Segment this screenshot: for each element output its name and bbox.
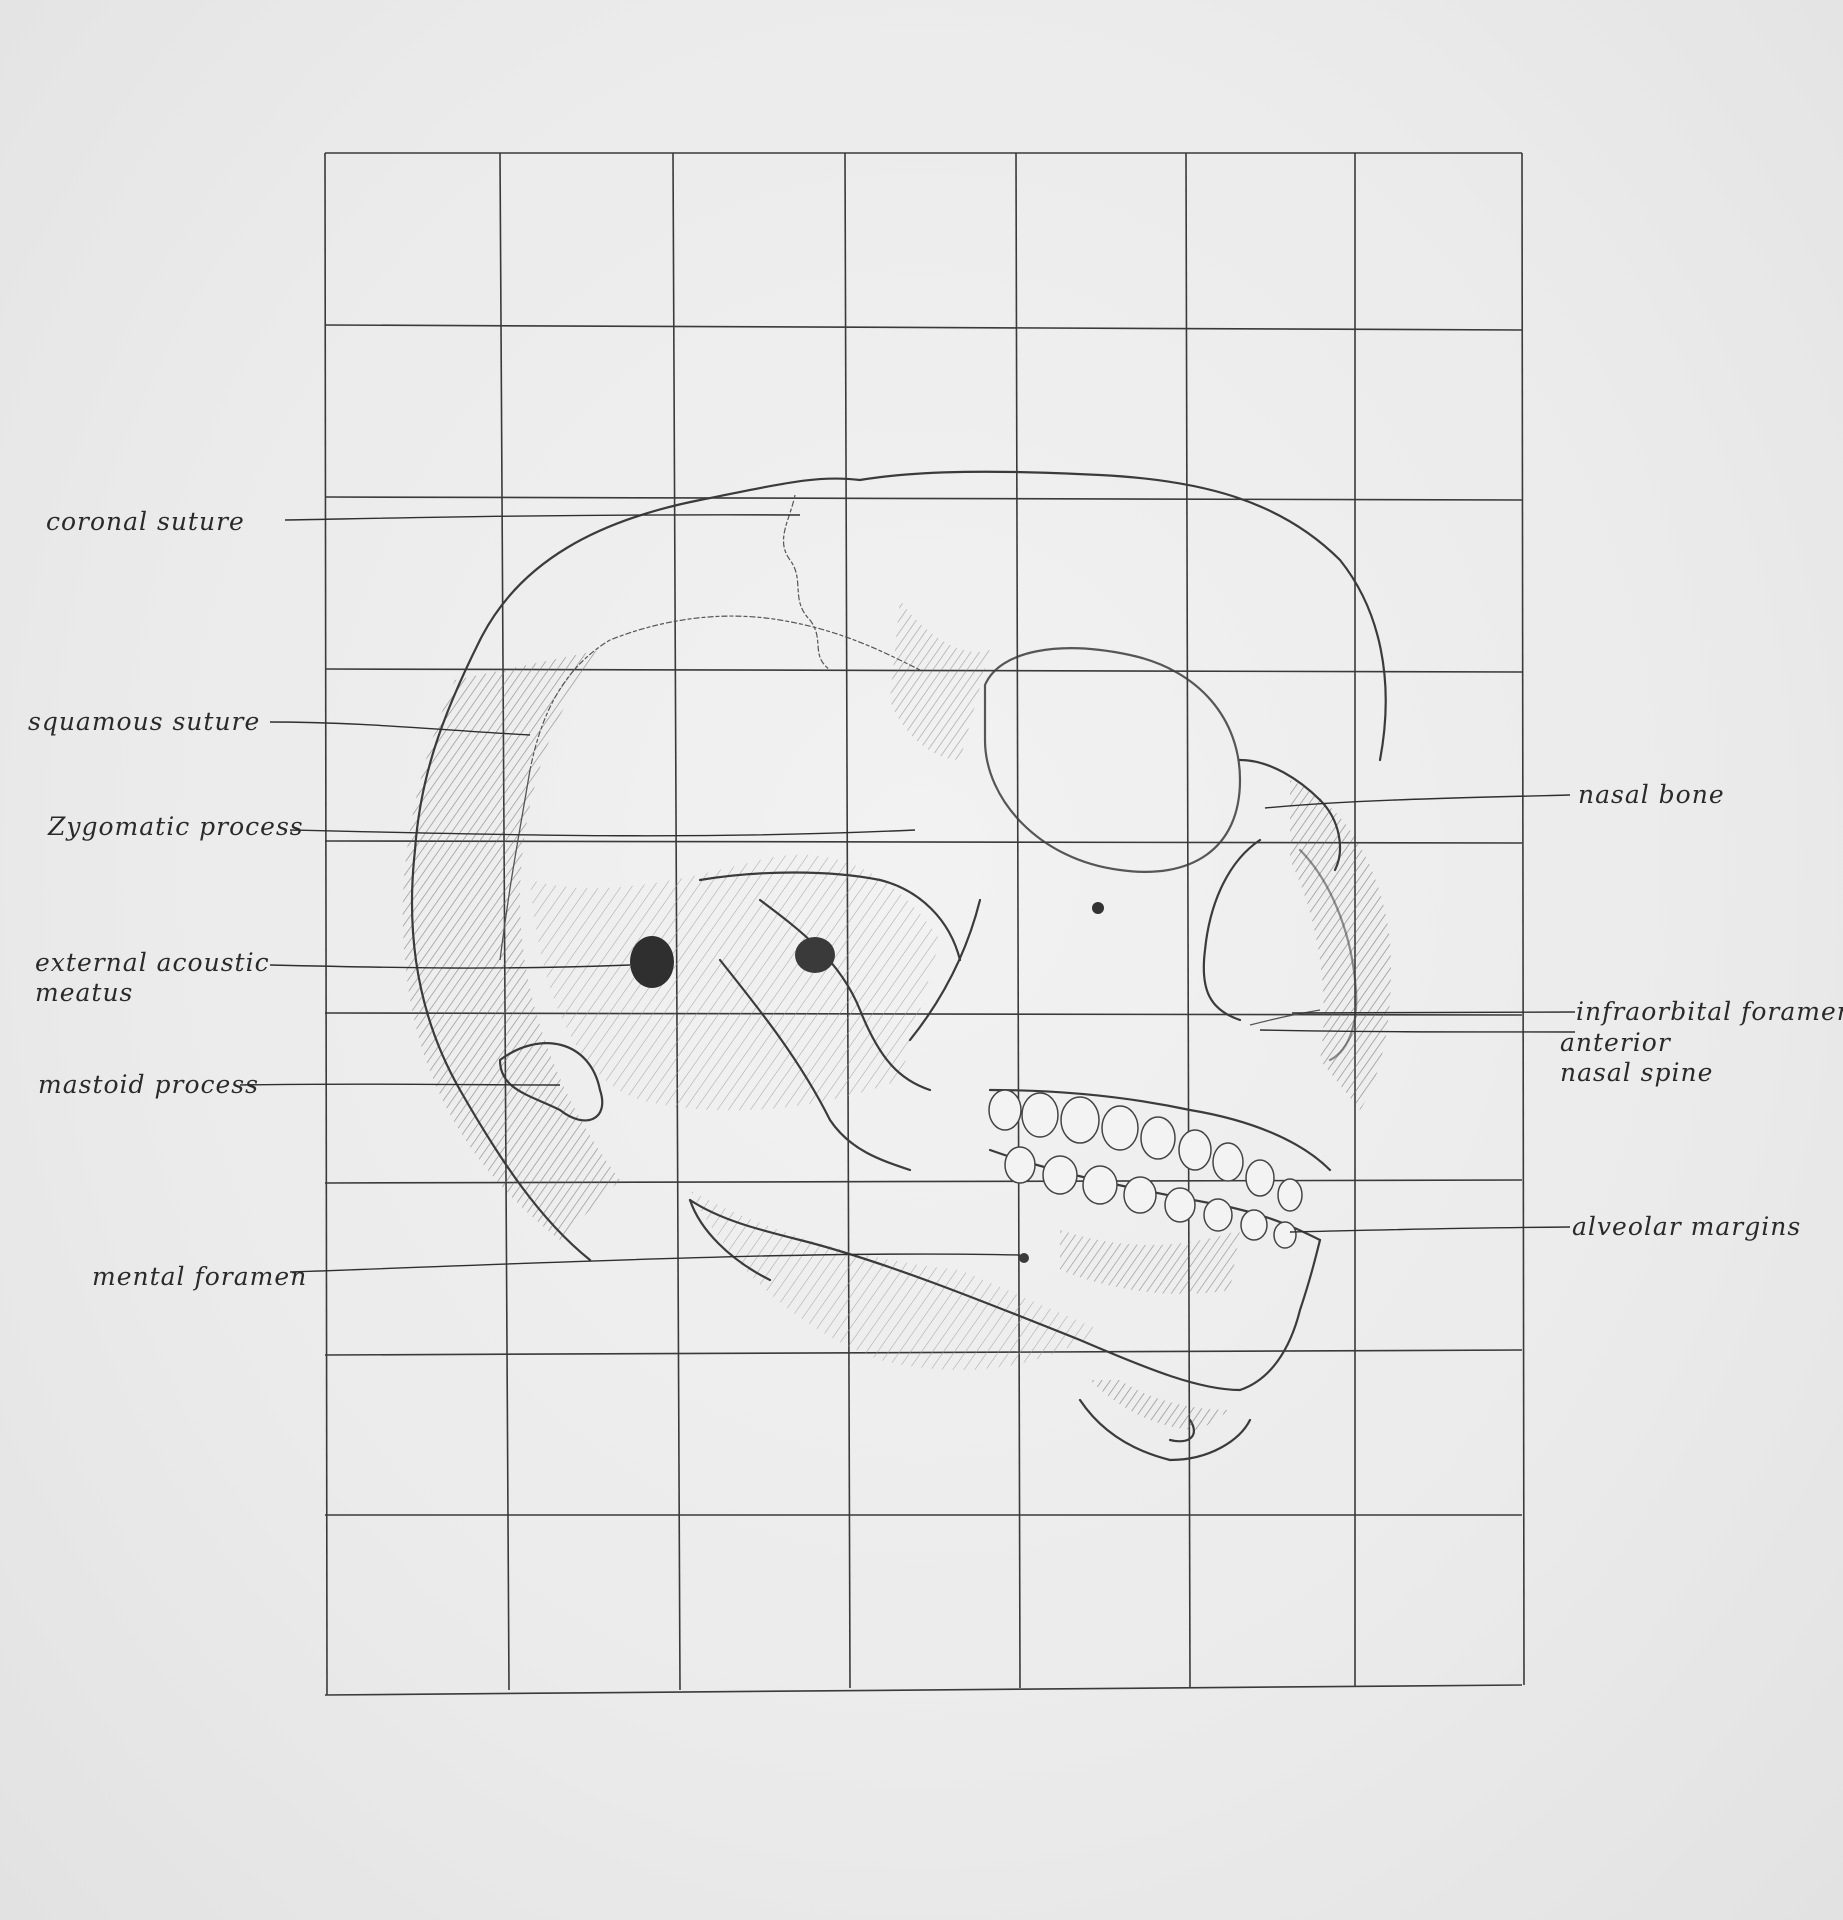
acoustic-meatus-opening xyxy=(630,936,674,988)
cranium xyxy=(410,470,1387,1262)
teeth xyxy=(988,1088,1332,1249)
orbit xyxy=(983,647,1242,914)
label-mastoid-process: mastoid process xyxy=(38,1070,259,1099)
zygomatic-region xyxy=(498,871,982,1122)
label-coronal-suture: coronal suture xyxy=(46,507,245,536)
label-anterior-nasal-spine: anterior nasal spine xyxy=(1560,1028,1714,1087)
label-nasal-bone: nasal bone xyxy=(1578,780,1725,809)
label-infraorbital-foramen: infraorbital foramen xyxy=(1576,997,1843,1026)
leader-lines xyxy=(239,514,1576,1273)
label-zygomatic-process: Zygomatic process xyxy=(48,812,304,841)
label-alveolar-margins: alveolar margins xyxy=(1572,1212,1802,1241)
nasal-region xyxy=(1202,758,1358,1062)
skull-shading xyxy=(402,600,1391,1370)
mandible xyxy=(688,958,1322,1462)
label-external-acoustic-meatus: external acoustic meatus xyxy=(35,948,270,1007)
label-squamous-suture: squamous suture xyxy=(28,707,261,736)
label-mental-foramen: mental foramen xyxy=(92,1262,308,1291)
